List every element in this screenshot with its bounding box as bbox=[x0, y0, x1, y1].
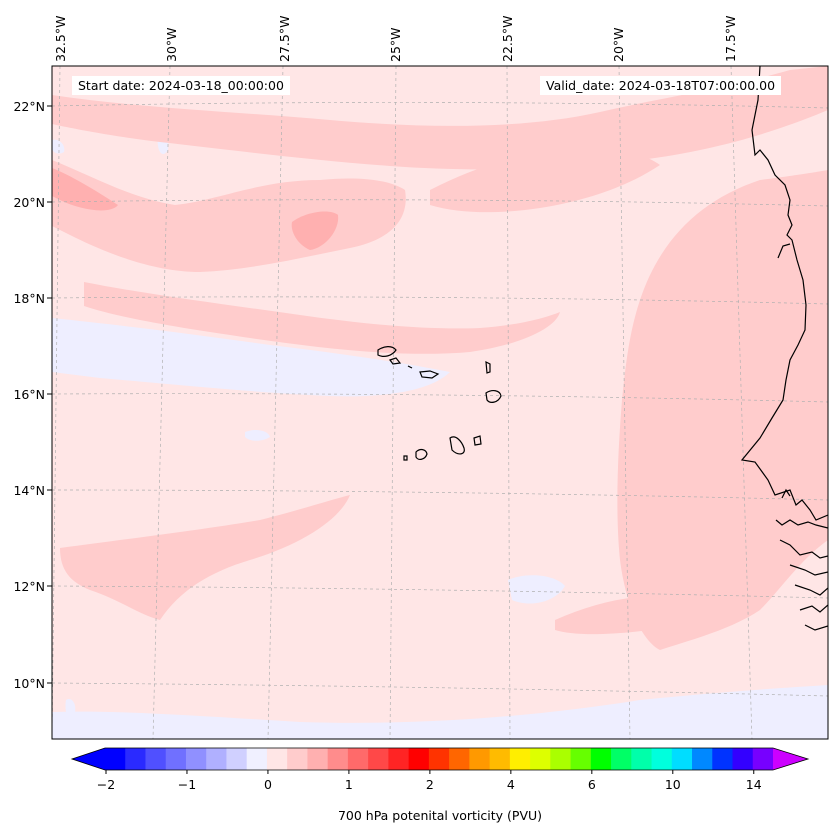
colorbar-extend-low bbox=[72, 748, 105, 770]
lon-label: 25°W bbox=[388, 27, 403, 62]
latitude-axis: 22°N 20°N 18°N 16°N 14°N 12°N 10°N bbox=[13, 99, 52, 691]
colorbar-cell bbox=[611, 748, 632, 770]
colorbar-cell bbox=[469, 748, 491, 770]
pv-region-african-coast bbox=[617, 170, 828, 650]
colorbar-cell bbox=[287, 748, 309, 770]
pv-core bbox=[291, 211, 339, 250]
lon-label: 32.5°W bbox=[53, 16, 68, 62]
longitude-axis: 32.5°W 30°W 27.5°W 25°W 22.5°W 20°W 17.5… bbox=[53, 16, 738, 62]
colorbar-cell bbox=[570, 748, 592, 770]
lat-label: 16°N bbox=[13, 387, 45, 402]
colorbar-title: 700 hPa potenital vorticity (PVU) bbox=[337, 808, 543, 823]
lon-label: 27.5°W bbox=[277, 16, 292, 62]
lat-label: 20°N bbox=[13, 195, 45, 210]
colorbar-cell bbox=[165, 748, 187, 770]
lat-label: 18°N bbox=[13, 291, 45, 306]
colorbar-ticks: −2 −1 0 1 2 4 6 10 14 bbox=[97, 770, 762, 792]
pv-region-south bbox=[555, 596, 693, 635]
colorbar-tick-label: 1 bbox=[345, 777, 353, 792]
lat-label: 12°N bbox=[13, 579, 45, 594]
colorbar-cell bbox=[631, 748, 653, 770]
negative-pv-region bbox=[52, 685, 828, 739]
colorbar-cell bbox=[145, 748, 167, 770]
colorbar-tick-label: −2 bbox=[97, 777, 115, 792]
colorbar-cell bbox=[266, 748, 288, 770]
colorbar-cell bbox=[550, 748, 572, 770]
colorbar-tick-label: 0 bbox=[264, 777, 272, 792]
lat-label: 22°N bbox=[13, 99, 45, 114]
colorbar-tick-label: 4 bbox=[507, 777, 515, 792]
negative-pv-region bbox=[245, 429, 270, 441]
colorbar-cell bbox=[408, 748, 430, 770]
colorbar-cell bbox=[509, 748, 531, 770]
colorbar-cell bbox=[307, 748, 329, 770]
colorbar-cell bbox=[206, 748, 228, 770]
colorbar-cell bbox=[590, 748, 612, 770]
pv-core bbox=[52, 168, 118, 211]
lon-label: 17.5°W bbox=[723, 16, 738, 62]
lon-label: 20°W bbox=[611, 27, 626, 62]
colorbar-cell bbox=[327, 748, 349, 770]
valid-date-label: Valid_date: 2024-03-18T07:00:00.00 bbox=[540, 76, 782, 95]
colorbar-cell bbox=[226, 748, 248, 770]
colorbar-cell bbox=[368, 748, 389, 770]
colorbar-cell bbox=[692, 748, 713, 770]
colorbar-cell bbox=[388, 748, 410, 770]
colorbar-cell bbox=[246, 748, 268, 770]
colorbar-cell bbox=[671, 748, 693, 770]
colorbar-cell bbox=[185, 748, 207, 770]
colorbar-cell bbox=[489, 748, 511, 770]
colorbar: −2 −1 0 1 2 4 6 10 14 bbox=[70, 747, 810, 792]
start-date-label: Start date: 2024-03-18_00:00:00 bbox=[72, 76, 290, 95]
colorbar-tick-label: 6 bbox=[588, 777, 596, 792]
negative-pv-region bbox=[65, 699, 76, 718]
colorbar-cell bbox=[530, 748, 551, 770]
colorbar-cell bbox=[752, 748, 774, 770]
colorbar-cell bbox=[732, 748, 754, 770]
graticule bbox=[52, 66, 828, 739]
lon-label: 30°W bbox=[164, 27, 179, 62]
map-area bbox=[52, 66, 828, 739]
lat-label: 14°N bbox=[13, 483, 45, 498]
colorbar-cell bbox=[449, 748, 470, 770]
cape-verde-islands bbox=[377, 346, 502, 461]
colorbar-tick-label: 14 bbox=[746, 777, 762, 792]
colorbar-outline bbox=[70, 747, 810, 771]
colorbar-cell bbox=[105, 748, 126, 770]
negative-pv-region bbox=[508, 575, 565, 604]
colorbar-cell bbox=[712, 748, 734, 770]
pv-band-north bbox=[52, 66, 828, 170]
colorbar-cell bbox=[347, 748, 369, 770]
colorbar-cell bbox=[428, 748, 450, 770]
pv-band-central bbox=[84, 282, 560, 354]
colorbar-cells bbox=[105, 748, 774, 770]
african-coastline bbox=[740, 66, 828, 631]
colorbar-tick-label: 2 bbox=[426, 777, 434, 792]
colorbar-cell bbox=[651, 748, 673, 770]
pv-band-mid bbox=[430, 148, 660, 213]
colorbar-extend-high bbox=[773, 748, 808, 770]
colorbar-cell bbox=[125, 748, 147, 770]
map-frame bbox=[51, 65, 829, 740]
colorbar-tick-label: 10 bbox=[665, 777, 681, 792]
colorbar-tick-label: −1 bbox=[178, 777, 196, 792]
negative-pv-region bbox=[52, 139, 65, 154]
pv-band-southwest bbox=[60, 495, 350, 620]
lon-label: 22.5°W bbox=[500, 16, 515, 62]
lat-label: 10°N bbox=[13, 676, 45, 691]
negative-pv-region bbox=[52, 318, 450, 397]
